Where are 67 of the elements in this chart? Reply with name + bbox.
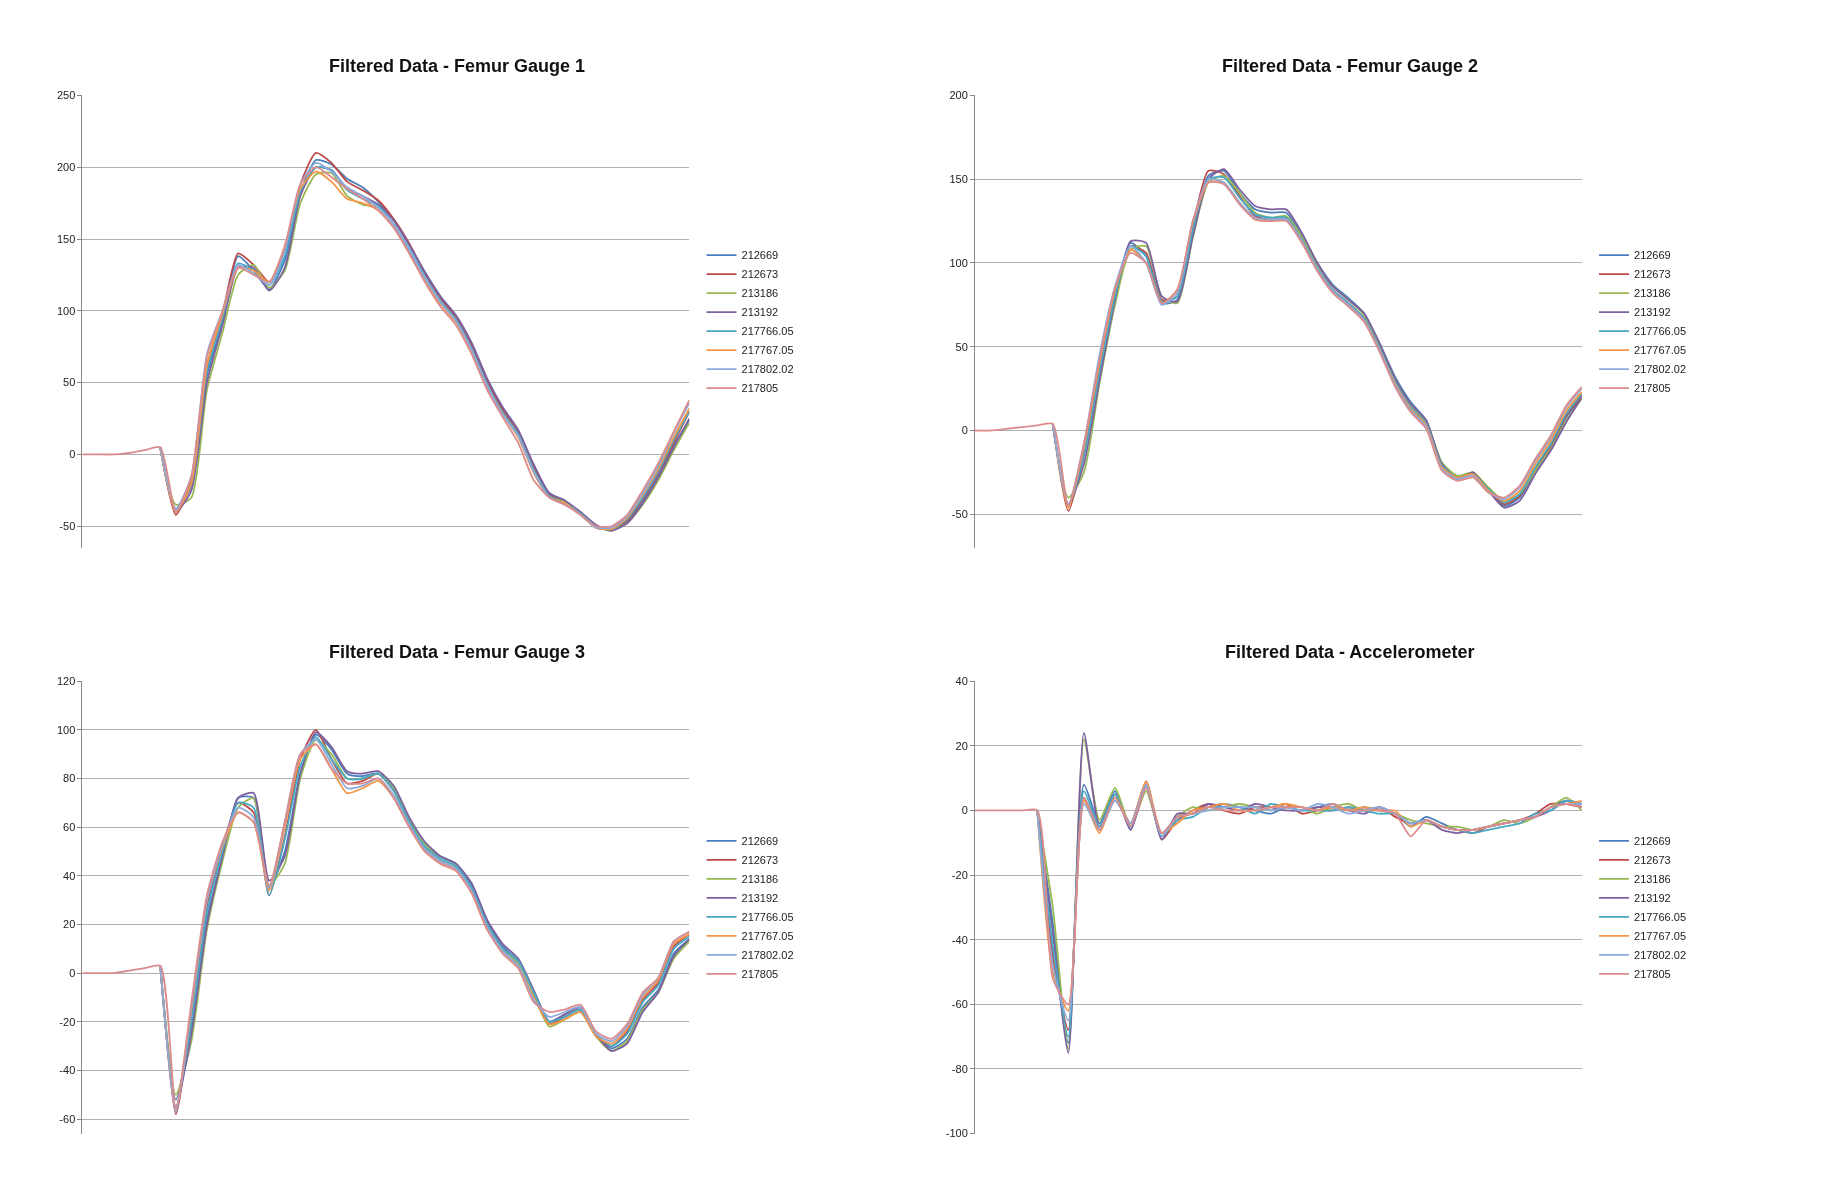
legend-label: 217766.05 bbox=[1634, 325, 1687, 338]
legend-label: 212669 bbox=[741, 835, 779, 848]
legend-label: 217802.02 bbox=[741, 363, 794, 376]
legend-label: 213192 bbox=[1634, 306, 1671, 319]
chart-title: Filtered Data - Femur Gauge 2 bbox=[1222, 56, 1479, 76]
y-tick-label: -20 bbox=[951, 868, 968, 881]
legend-label: 212673 bbox=[741, 854, 779, 867]
legend-label: 217766.05 bbox=[741, 325, 794, 338]
chart-title: Filtered Data - Accelerometer bbox=[1225, 642, 1475, 662]
y-tick-label: -20 bbox=[59, 1015, 76, 1028]
chart-title: Filtered Data - Femur Gauge 1 bbox=[329, 56, 586, 76]
legend-label: 217805 bbox=[741, 968, 779, 981]
y-tick-label: -50 bbox=[951, 508, 968, 521]
legend-label: 212669 bbox=[1634, 835, 1671, 848]
y-tick-label: 80 bbox=[63, 772, 76, 785]
legend-label: 213186 bbox=[741, 287, 779, 300]
y-tick-label: 50 bbox=[955, 340, 968, 353]
y-tick-label: 40 bbox=[63, 869, 76, 882]
y-tick-label: 200 bbox=[56, 161, 76, 174]
y-tick-label: 100 bbox=[949, 256, 968, 269]
legend-label: 217767.05 bbox=[1634, 930, 1687, 943]
legend-label: 213186 bbox=[1634, 873, 1671, 886]
legend-label: 212673 bbox=[1634, 268, 1671, 281]
chart-title: Filtered Data - Femur Gauge 3 bbox=[329, 642, 586, 662]
legend-label: 217805 bbox=[1634, 382, 1671, 395]
y-tick-label: -40 bbox=[59, 1064, 76, 1077]
legend-label: 217802.02 bbox=[741, 949, 794, 962]
y-tick-label: -60 bbox=[951, 998, 968, 1011]
legend-label: 217766.05 bbox=[1634, 911, 1687, 924]
legend-label: 217767.05 bbox=[741, 344, 794, 357]
y-tick-label: 20 bbox=[63, 918, 76, 931]
y-tick-label: -60 bbox=[59, 1112, 76, 1125]
y-tick-label: 120 bbox=[56, 675, 76, 688]
y-tick-label: 20 bbox=[955, 739, 968, 752]
y-tick-label: 40 bbox=[955, 675, 968, 688]
y-tick-label: 250 bbox=[56, 89, 76, 102]
legend-label: 217805 bbox=[741, 382, 779, 395]
y-tick-label: 0 bbox=[961, 804, 968, 817]
y-tick-label: 150 bbox=[949, 173, 968, 186]
legend-label: 213192 bbox=[1634, 892, 1671, 905]
legend-label: 213186 bbox=[741, 873, 779, 886]
y-tick-label: 60 bbox=[63, 820, 76, 833]
legend-label: 213192 bbox=[741, 306, 779, 319]
legend-label: 212669 bbox=[1634, 249, 1671, 262]
legend-label: 217802.02 bbox=[1634, 363, 1687, 376]
y-tick-label: 0 bbox=[69, 966, 76, 979]
legend-label: 217767.05 bbox=[741, 930, 794, 943]
legend-label: 217802.02 bbox=[1634, 949, 1687, 962]
y-tick-label: -80 bbox=[951, 1062, 968, 1075]
legend-label: 217766.05 bbox=[741, 911, 794, 924]
legend-label: 213186 bbox=[1634, 287, 1671, 300]
y-tick-label: 50 bbox=[63, 376, 76, 389]
legend-label: 217805 bbox=[1634, 968, 1671, 981]
y-tick-label: 150 bbox=[56, 232, 76, 245]
legend-label: 217767.05 bbox=[1634, 344, 1687, 357]
legend-label: 213192 bbox=[741, 892, 779, 905]
y-tick-label: -50 bbox=[59, 520, 76, 533]
y-tick-label: -40 bbox=[951, 933, 968, 946]
y-tick-label: 100 bbox=[56, 723, 76, 736]
y-tick-label: 200 bbox=[949, 89, 968, 102]
legend-label: 212673 bbox=[1634, 854, 1671, 867]
legend-label: 212669 bbox=[741, 249, 779, 262]
y-tick-label: 0 bbox=[69, 448, 76, 461]
y-tick-label: 0 bbox=[961, 424, 968, 437]
y-tick-label: -100 bbox=[945, 1127, 968, 1140]
y-tick-label: 100 bbox=[56, 304, 76, 317]
legend-label: 212673 bbox=[741, 268, 779, 281]
